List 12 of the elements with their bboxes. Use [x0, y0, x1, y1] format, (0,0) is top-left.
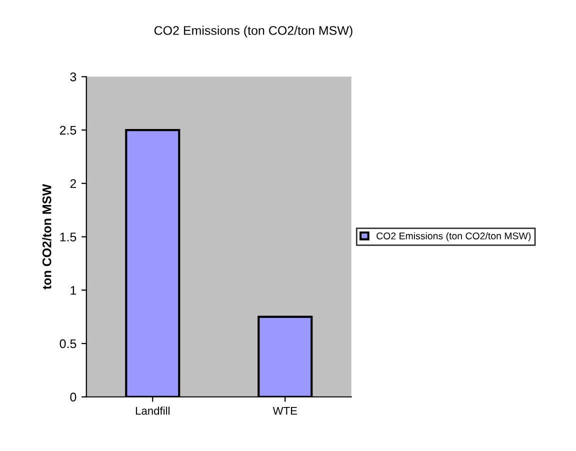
y-tick-label: 2.5	[60, 126, 76, 135]
y-tick-label: 1.5	[60, 232, 76, 242]
y-tick-label: 0	[70, 392, 76, 402]
y-tick-label: 1	[70, 286, 76, 295]
x-tick-label: WTE	[272, 407, 297, 415]
y-tick-label: 2	[70, 179, 76, 188]
chart-title: CO2 Emissions (ton CO2/ton MSW)	[154, 26, 352, 38]
x-tick-label: Landfill	[136, 406, 170, 415]
y-axis-title: ton CO2/ton MSW	[42, 184, 52, 290]
y-tick-label: 0.5	[60, 339, 76, 348]
y-tick-label: 3	[70, 72, 76, 82]
legend-label: CO2 Emissions (ton CO2/ton MSW)	[376, 232, 531, 242]
